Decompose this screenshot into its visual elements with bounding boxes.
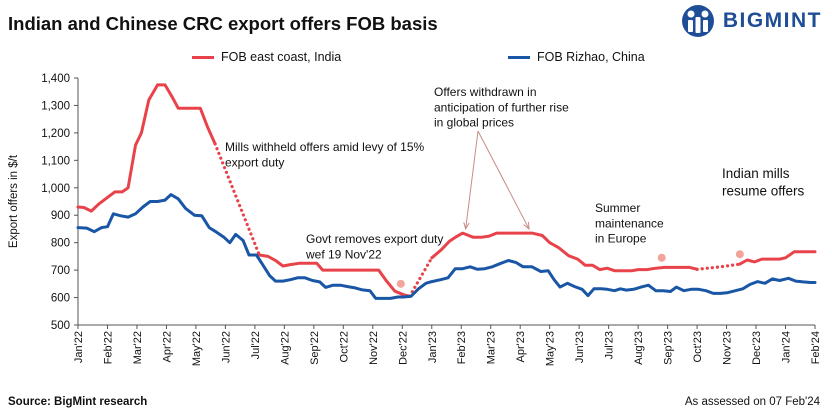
x-tick-label: Jul'22 <box>250 331 262 359</box>
y-tick-label: 1,200 <box>41 128 70 140</box>
legend-item-india: FOB east coast, India <box>192 50 341 64</box>
x-tick-label: Jul'23 <box>604 331 616 359</box>
annotation-text: in global prices <box>434 116 514 130</box>
annotation-marker <box>396 279 405 288</box>
annotation-text: in Europe <box>595 232 647 246</box>
annotation-text: Offers withdrawn in <box>434 85 537 99</box>
series-line-india <box>430 231 699 273</box>
y-axis-title: Export offers in $/t <box>8 154 20 248</box>
chart-title: Indian and Chinese CRC export offers FOB… <box>8 13 438 34</box>
annotation-text: resume offers <box>722 183 805 198</box>
x-tick-label: Sep'23 <box>663 331 675 365</box>
x-tick-label: Jan'22 <box>73 331 85 363</box>
x-tick-label: Aug'23 <box>633 331 645 365</box>
x-tick-label: Mar'22 <box>132 331 144 364</box>
x-tick-label: Aug'22 <box>279 331 291 365</box>
annotation-arrow <box>465 130 479 230</box>
x-tick-label: Apr'23 <box>515 331 527 362</box>
series-line-india <box>738 250 817 266</box>
series-line-india <box>213 142 261 257</box>
x-tick-label: Dec'23 <box>751 331 763 365</box>
annotation-text: maintenance <box>595 216 664 230</box>
annotation-arrowhead <box>463 222 470 231</box>
annotation-arrowhead <box>523 221 530 231</box>
x-tick-label: Jun'23 <box>574 331 586 363</box>
brand-name: BIGMINT <box>722 9 822 32</box>
assessed-date: As assessed on 07 Feb'24 <box>684 396 820 408</box>
y-tick-label: 1,000 <box>41 183 70 195</box>
annotation-text: Indian mills <box>722 166 790 181</box>
x-tick-label: Feb'24 <box>810 331 822 364</box>
x-tick-label: Dec'22 <box>397 331 409 365</box>
series-line-india <box>76 83 217 213</box>
x-tick-label: Oct'23 <box>692 331 704 362</box>
series-line-india <box>695 262 742 271</box>
y-tick-label: 1,300 <box>41 100 70 112</box>
x-tick-label: Oct'22 <box>338 331 350 362</box>
legend-swatch-india <box>192 55 214 59</box>
annotation-marker <box>657 253 666 262</box>
series-line-india <box>408 256 434 298</box>
x-tick-label: May'23 <box>545 331 557 366</box>
x-tick-label: May'22 <box>191 331 203 366</box>
annotation-text: Summer <box>595 201 640 215</box>
x-tick-label: Nov'22 <box>368 331 380 365</box>
x-tick-label: Nov'23 <box>722 331 734 365</box>
annotation-text: anticipation of further rise <box>434 100 569 114</box>
x-tick-label: Jan'23 <box>427 331 439 363</box>
bigmint-logo-icon <box>681 5 714 37</box>
y-tick-label: 900 <box>51 210 70 222</box>
x-tick-label: Apr'22 <box>161 331 173 362</box>
annotation-marker <box>735 250 744 259</box>
x-tick-label: Jan'24 <box>781 331 793 363</box>
series-line-india <box>257 253 412 298</box>
x-tick-label: Jun'22 <box>220 331 232 363</box>
x-tick-label: Sep'22 <box>309 331 321 365</box>
annotation-text: Govt removes export duty <box>306 232 443 246</box>
legend-swatch-china <box>508 55 530 59</box>
brand-logo: BIGMINT <box>680 3 822 39</box>
legend-label-india: FOB east coast, India <box>221 50 342 64</box>
x-tick-label: Mar'23 <box>486 331 498 364</box>
x-tick-label: Feb'23 <box>456 331 468 364</box>
series-line-china <box>76 193 817 300</box>
y-tick-label: 700 <box>51 265 70 277</box>
y-tick-label: 1,100 <box>41 155 70 167</box>
annotation-arrow <box>477 130 530 230</box>
legend-item-china: FOB Rizhao, China <box>508 50 645 64</box>
annotation-text: Mills withheld offers amid levy of 15% <box>225 140 425 154</box>
y-tick-label: 800 <box>51 238 70 250</box>
y-tick-label: 600 <box>51 293 70 305</box>
annotation-text: wef 19 Nov'22 <box>305 247 382 261</box>
source-note: Source: BigMint research <box>8 396 148 408</box>
annotation-text: export duty <box>225 155 284 169</box>
legend-label-china: FOB Rizhao, China <box>537 50 645 64</box>
y-tick-label: 1,400 <box>41 73 70 85</box>
y-tick-label: 500 <box>51 320 70 332</box>
x-tick-label: Feb'22 <box>102 331 114 364</box>
